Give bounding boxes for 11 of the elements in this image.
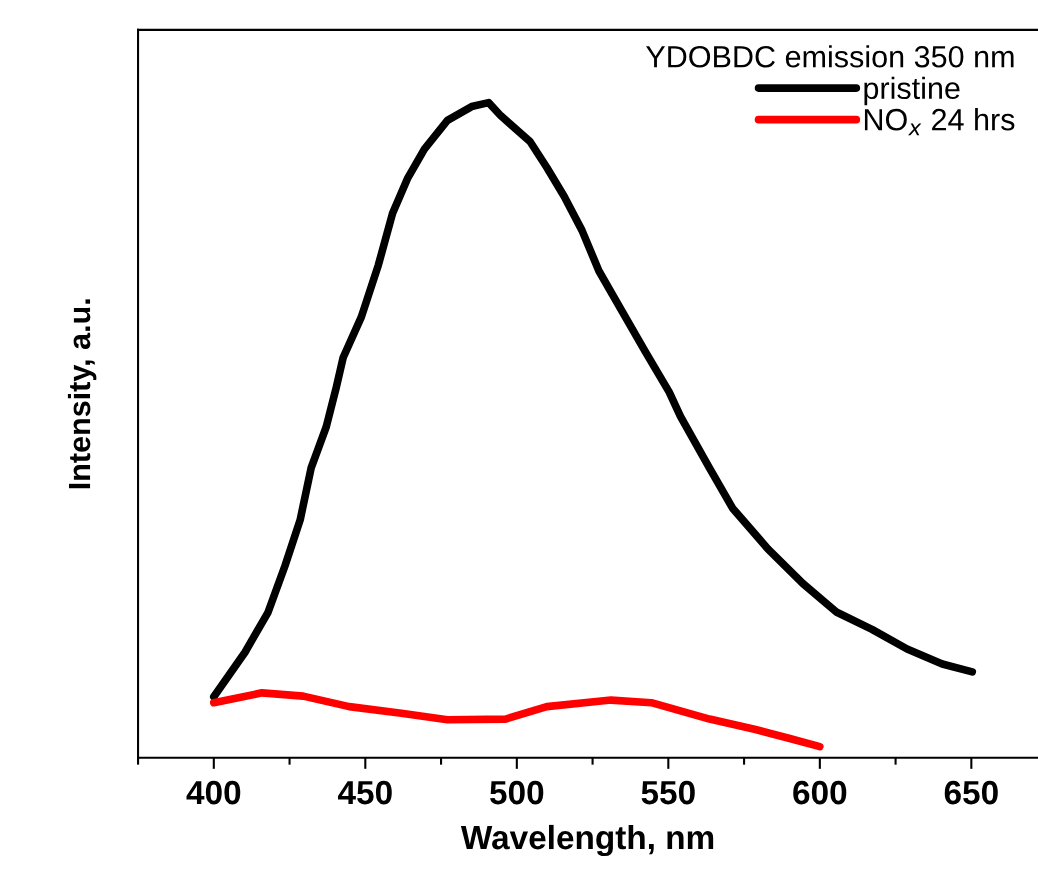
x-tick-label: 550 [641,780,695,805]
x-tick-label: 600 [793,780,847,805]
legend-title: YDOBDC emission 350 nm [646,45,1014,68]
x-tick-label: 450 [338,780,392,805]
x-axis-title: Wavelength, nm [460,824,714,857]
x-tick-label: 500 [490,780,544,805]
x-tick-label: 400 [186,780,241,805]
legend-label: pristine [864,76,960,106]
x-tick-label: 650 [944,780,998,805]
y-axis-title: Intensity, a.u. [67,299,97,489]
legend-label: NO$_{x}$ 24 hrs [864,108,1015,136]
